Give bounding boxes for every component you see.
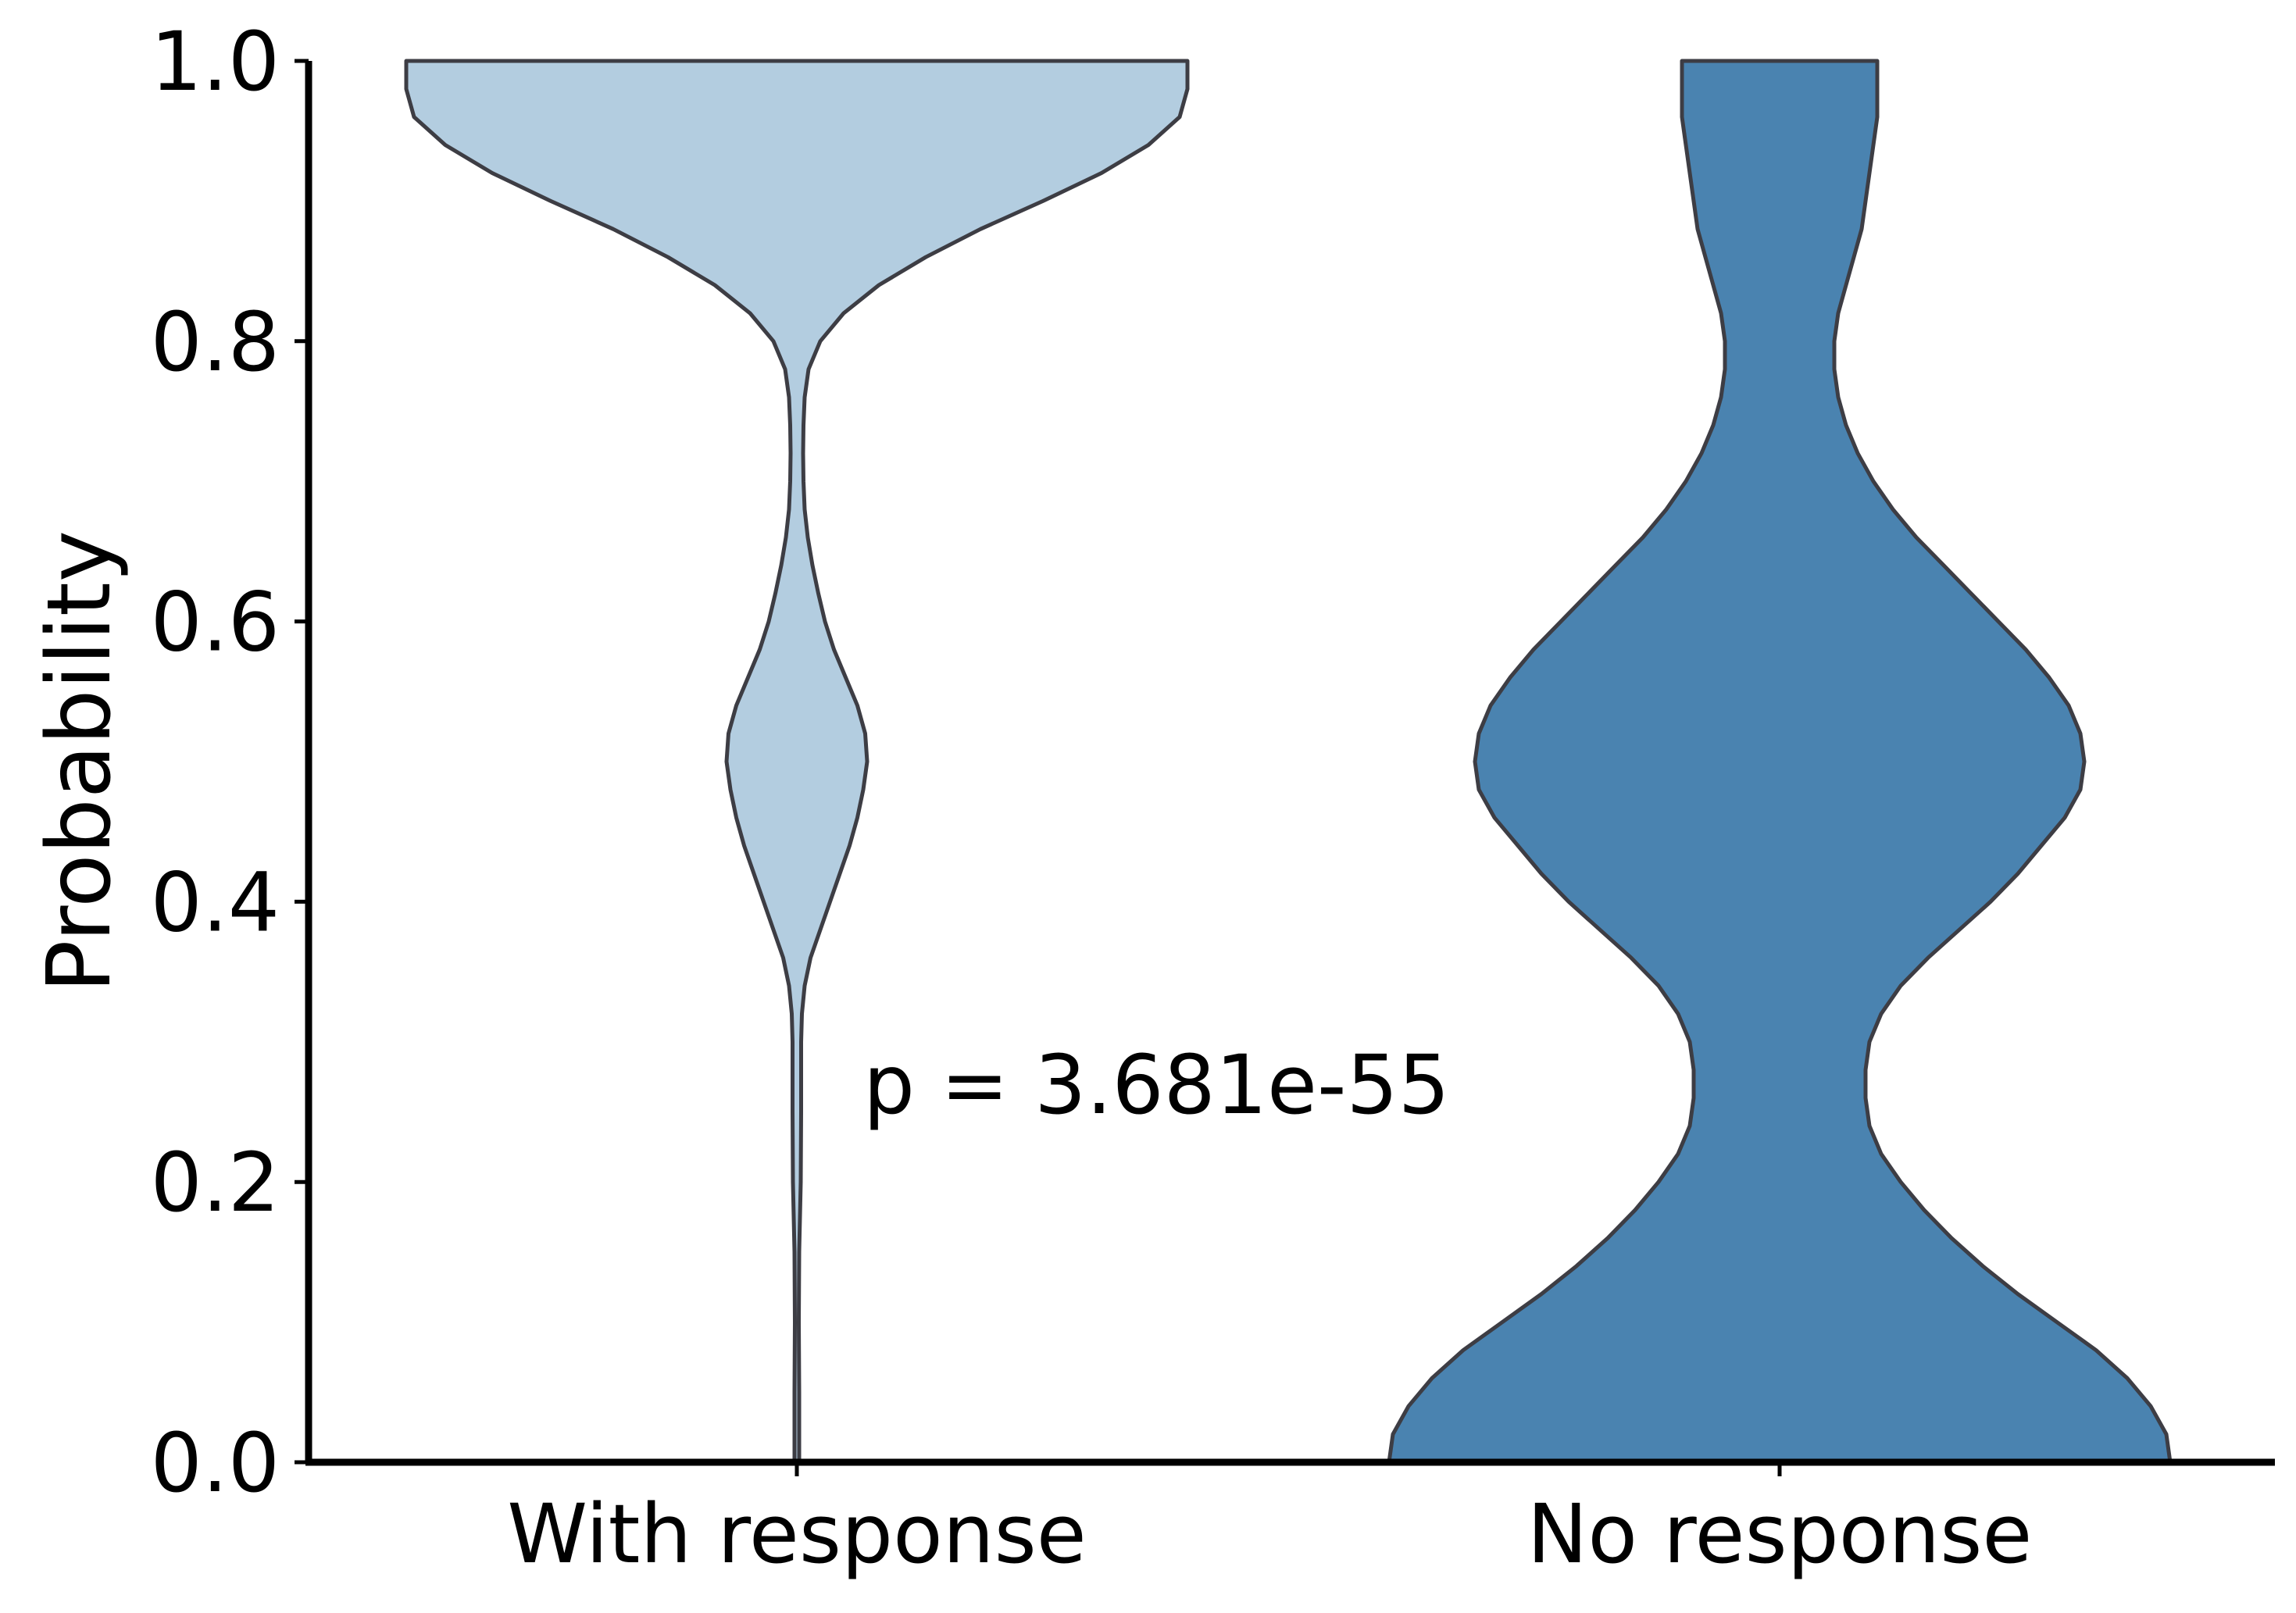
p-value-annotation: p = 3.681e-55	[863, 1037, 1450, 1133]
y-tick-label: 0.2	[151, 1135, 280, 1230]
y-tick-label: 0.4	[151, 855, 280, 950]
violin-no-response	[1387, 59, 2173, 1465]
violin-with-response	[404, 59, 1190, 1465]
y-tick-label: 1.0	[151, 14, 280, 109]
violins	[404, 59, 2173, 1465]
x-tick-label: No response	[1527, 1486, 2033, 1582]
y-tick-label: 0.8	[151, 294, 280, 390]
y-tick-label: 0.0	[151, 1415, 280, 1511]
x-tick-label: With response	[507, 1486, 1087, 1582]
y-ticks: 0.0 0.2 0.4 0.6 0.8 1.0	[151, 14, 309, 1511]
x-ticks: With response No response	[507, 1462, 2032, 1582]
y-axis-title: Probability	[29, 530, 130, 993]
y-tick-label: 0.6	[151, 575, 280, 670]
